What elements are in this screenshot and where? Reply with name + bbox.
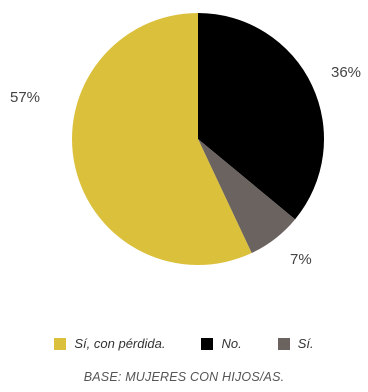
pie-slice-3 [72, 13, 252, 265]
pie-chart: 36% 7% 57% [10, 13, 361, 268]
legend-item-no: No. [201, 336, 242, 351]
slice-percent-label: 7% [290, 251, 312, 268]
legend: Sí, con pérdida. No. Sí. [0, 336, 368, 351]
pie-slice-1 [198, 13, 325, 220]
legend-label: No. [221, 336, 242, 351]
legend-swatch [277, 337, 290, 350]
legend-item-si-con-perdida: Sí, con pérdida. [54, 336, 165, 351]
legend-item-si: Sí. [277, 336, 314, 351]
base-note: BASE: MUJERES CON HIJOS/AS. [83, 370, 285, 384]
slice-percent-label: 57% [10, 89, 40, 106]
slice-percent-label: 36% [331, 64, 361, 81]
legend-swatch [54, 337, 67, 350]
legend-swatch [201, 337, 214, 350]
pie-labels: 36% 7% 57% [10, 64, 361, 268]
legend-label: Sí, con pérdida. [74, 336, 166, 351]
legend-label: Sí. [297, 336, 314, 351]
pie-slice-2 [198, 139, 296, 254]
pie-slices [72, 13, 325, 265]
